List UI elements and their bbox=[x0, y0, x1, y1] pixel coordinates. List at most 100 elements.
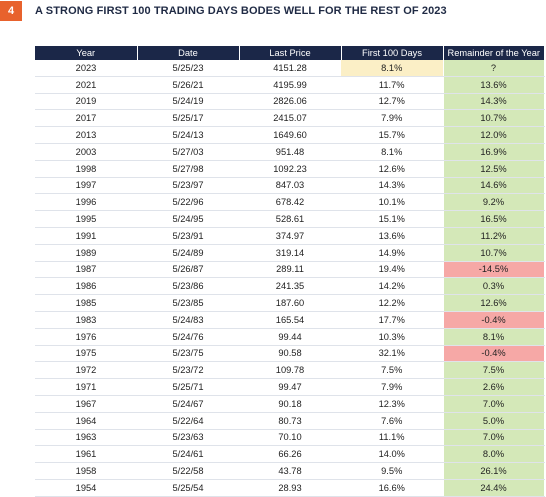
cell-remainder: -14.5% bbox=[442, 261, 545, 279]
cell-remainder: 0.3% bbox=[442, 277, 545, 296]
table-row: 1998 5/27/98 1092.23 12.6% 12.5% bbox=[35, 160, 545, 178]
cell-last-price: 678.42 bbox=[239, 193, 341, 212]
cell-first-100-days: 7.9% bbox=[341, 378, 443, 396]
cell-last-price: 80.73 bbox=[239, 412, 341, 430]
cell-last-price: 1649.60 bbox=[239, 126, 341, 144]
cell-remainder: 8.0% bbox=[442, 445, 545, 464]
table-row: 1963 5/23/63 70.10 11.1% 7.0% bbox=[35, 429, 545, 447]
cell-last-price: 241.35 bbox=[239, 277, 341, 296]
cell-remainder: 7.0% bbox=[442, 429, 545, 447]
header-first-100-days: First 100 Days bbox=[341, 46, 444, 60]
cell-date: 5/23/86 bbox=[137, 277, 239, 296]
table-row: 1961 5/24/61 66.26 14.0% 8.0% bbox=[35, 445, 545, 464]
cell-date: 5/24/19 bbox=[137, 93, 239, 111]
cell-last-price: 289.11 bbox=[239, 261, 341, 279]
table-row: 2021 5/26/21 4195.99 11.7% 13.6% bbox=[35, 76, 545, 94]
cell-date: 5/24/89 bbox=[137, 244, 239, 262]
cell-year: 1995 bbox=[35, 210, 137, 228]
cell-year: 2017 bbox=[35, 109, 137, 128]
cell-remainder: 5.0% bbox=[442, 412, 545, 430]
header-remainder-of-year: Remainder of the Year bbox=[443, 46, 544, 60]
cell-remainder: 26.1% bbox=[442, 462, 545, 480]
cell-year: 2019 bbox=[35, 93, 137, 111]
table-row: 1967 5/24/67 90.18 12.3% 7.0% bbox=[35, 395, 545, 413]
cell-date: 5/25/17 bbox=[137, 109, 239, 128]
cell-date: 5/24/95 bbox=[137, 210, 239, 228]
cell-year: 1971 bbox=[35, 378, 137, 396]
header-date: Date bbox=[137, 46, 240, 60]
cell-first-100-days: 10.3% bbox=[341, 328, 443, 346]
cell-last-price: 1092.23 bbox=[239, 160, 341, 178]
table-body: 2023 5/25/23 4151.28 8.1%? 2021 5/26/21 4195.9… bbox=[35, 60, 545, 497]
cell-year: 1987 bbox=[35, 261, 137, 279]
cell-date: 5/23/63 bbox=[137, 429, 239, 447]
cell-last-price: 319.14 bbox=[239, 244, 341, 262]
table-row: 2013 5/24/13 1649.60 15.7% 12.0% bbox=[35, 126, 545, 144]
cell-last-price: 109.78 bbox=[239, 361, 341, 380]
cell-year: 2003 bbox=[35, 143, 137, 161]
cell-remainder: 7.0% bbox=[442, 395, 545, 413]
cell-last-price: 43.78 bbox=[239, 462, 341, 480]
cell-date: 5/23/97 bbox=[137, 177, 239, 195]
cell-date: 5/25/54 bbox=[137, 479, 239, 497]
cell-last-price: 99.44 bbox=[239, 328, 341, 346]
table-row: 1975 5/23/75 90.58 32.1% -0.4% bbox=[35, 345, 545, 363]
cell-year: 1972 bbox=[35, 361, 137, 380]
cell-remainder: 12.6% bbox=[442, 294, 545, 312]
header-last-price: Last Price bbox=[239, 46, 342, 60]
table-row: 1986 5/23/86 241.35 14.2% 0.3% bbox=[35, 277, 545, 296]
cell-first-100-days: 15.1% bbox=[341, 210, 443, 228]
cell-date: 5/22/64 bbox=[137, 412, 239, 430]
cell-date: 5/24/67 bbox=[137, 395, 239, 413]
cell-last-price: 528.61 bbox=[239, 210, 341, 228]
cell-last-price: 99.47 bbox=[239, 378, 341, 396]
cell-first-100-days: 7.9% bbox=[341, 109, 443, 128]
cell-last-price: 165.54 bbox=[239, 311, 341, 329]
cell-remainder: 10.7% bbox=[442, 244, 545, 262]
table-row: 2019 5/24/19 2826.06 12.7% 14.3% bbox=[35, 93, 545, 111]
cell-last-price: 951.48 bbox=[239, 143, 341, 161]
cell-last-price: 2826.06 bbox=[239, 93, 341, 111]
cell-remainder: 16.9% bbox=[442, 143, 545, 161]
cell-date: 5/27/98 bbox=[137, 160, 239, 178]
cell-date: 5/24/61 bbox=[137, 445, 239, 464]
cell-last-price: 66.26 bbox=[239, 445, 341, 464]
cell-first-100-days: 7.6% bbox=[341, 412, 443, 430]
cell-remainder: 10.7% bbox=[442, 109, 545, 128]
table-row: 1985 5/23/85 187.60 12.2% 12.6% bbox=[35, 294, 545, 312]
cell-first-100-days: 7.5% bbox=[341, 361, 443, 380]
cell-remainder: 8.1% bbox=[442, 328, 545, 346]
cell-date: 5/25/23 bbox=[137, 60, 239, 77]
cell-year: 1976 bbox=[35, 328, 137, 346]
table-row: 1971 5/25/71 99.47 7.9% 2.6% bbox=[35, 378, 545, 396]
cell-first-100-days: 16.6% bbox=[341, 479, 443, 497]
cell-date: 5/26/21 bbox=[137, 76, 239, 94]
cell-remainder: 14.6% bbox=[442, 177, 545, 195]
cell-remainder: 24.4% bbox=[442, 479, 545, 497]
cell-first-100-days: 10.1% bbox=[341, 193, 443, 212]
cell-first-100-days: 15.7% bbox=[341, 126, 443, 144]
cell-year: 1958 bbox=[35, 462, 137, 480]
cell-last-price: 70.10 bbox=[239, 429, 341, 447]
cell-remainder: ? bbox=[442, 60, 545, 77]
cell-remainder: 2.6% bbox=[442, 378, 545, 396]
cell-first-100-days: 11.1% bbox=[341, 429, 443, 447]
page-title: A STRONG FIRST 100 TRADING DAYS BODES WE… bbox=[35, 5, 447, 17]
cell-date: 5/22/96 bbox=[137, 193, 239, 212]
table-row: 1996 5/22/96 678.42 10.1% 9.2% bbox=[35, 193, 545, 212]
table-row: 2003 5/27/03 951.48 8.1% 16.9% bbox=[35, 143, 545, 161]
cell-remainder: 12.5% bbox=[442, 160, 545, 178]
cell-year: 1961 bbox=[35, 445, 137, 464]
cell-year: 1998 bbox=[35, 160, 137, 178]
cell-date: 5/27/03 bbox=[137, 143, 239, 161]
cell-remainder: 16.5% bbox=[442, 210, 545, 228]
cell-year: 1986 bbox=[35, 277, 137, 296]
table-row: 1976 5/24/76 99.44 10.3% 8.1% bbox=[35, 328, 545, 346]
table-row: 1987 5/26/87 289.11 19.4% -14.5% bbox=[35, 261, 545, 279]
table-header-row: Year Date Last Price First 100 Days Rema… bbox=[35, 46, 544, 60]
cell-date: 5/23/72 bbox=[137, 361, 239, 380]
cell-date: 5/23/85 bbox=[137, 294, 239, 312]
cell-first-100-days: 9.5% bbox=[341, 462, 443, 480]
cell-last-price: 28.93 bbox=[239, 479, 341, 497]
header-year: Year bbox=[35, 46, 138, 60]
